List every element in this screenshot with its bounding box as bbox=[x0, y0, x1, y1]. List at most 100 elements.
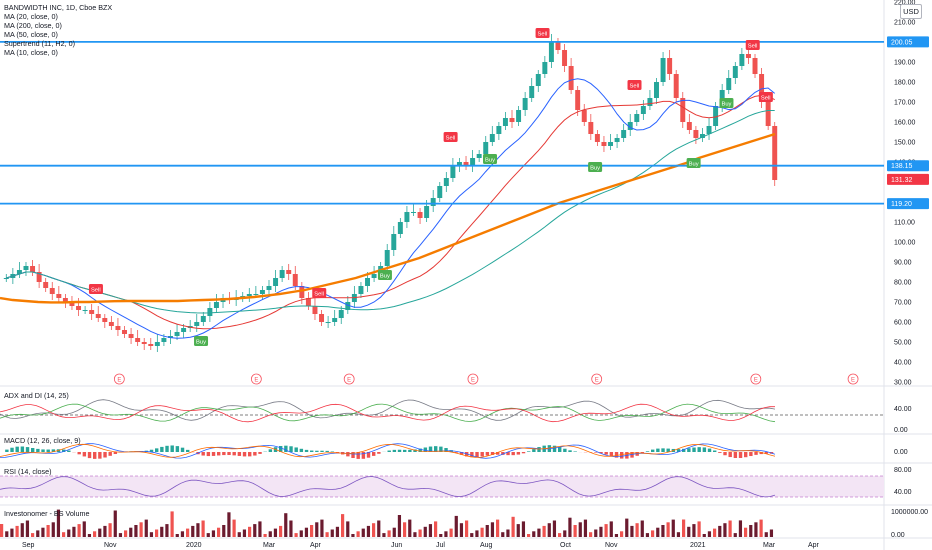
volume-bar bbox=[268, 531, 272, 537]
volume-bar bbox=[506, 529, 510, 537]
volume-bar bbox=[656, 527, 660, 537]
rsi-pane-label[interactable]: RSI (14, close) bbox=[4, 467, 52, 476]
candle-body bbox=[148, 344, 154, 346]
candle-body bbox=[69, 302, 75, 306]
volume-bar bbox=[335, 526, 340, 537]
earnings-label: E bbox=[754, 378, 758, 384]
volume-bar bbox=[51, 522, 55, 537]
y-tick-label: 220.00 bbox=[894, 0, 916, 7]
y-tick-label: 150.00 bbox=[894, 140, 916, 147]
y-tick-label: 110.00 bbox=[894, 220, 915, 227]
y-tick-label: 40.00 bbox=[894, 360, 912, 367]
volume-bar bbox=[341, 514, 345, 537]
sell-signal-label: Sell bbox=[761, 96, 771, 102]
volume-bar bbox=[299, 530, 303, 537]
volume-tick-label: 0.00 bbox=[891, 532, 905, 539]
adx-pane-label[interactable]: ADX and DI (14, 25) bbox=[4, 391, 69, 400]
indicator-ma200-label[interactable]: MA (200, close, 0) bbox=[4, 21, 62, 30]
volume-bar bbox=[651, 530, 655, 537]
macd-histogram-bar bbox=[372, 452, 376, 456]
candle-body bbox=[443, 178, 449, 186]
x-tick-label: 2021 bbox=[690, 542, 706, 549]
indicator-ma20-label[interactable]: MA (20, close, 0) bbox=[4, 12, 58, 21]
candle-body bbox=[371, 274, 377, 278]
x-tick-label: Aug bbox=[480, 542, 493, 549]
buy-signal-label: Buy bbox=[721, 102, 731, 108]
candle-body bbox=[601, 142, 607, 146]
macd-histogram-bar bbox=[749, 452, 753, 457]
earnings-label: E bbox=[254, 378, 258, 384]
volume-bar bbox=[155, 529, 159, 537]
sell-signal-label: Sell bbox=[538, 32, 548, 38]
macd-histogram-bar bbox=[299, 448, 304, 452]
buy-signal-marker bbox=[686, 158, 701, 168]
symbol-title[interactable]: BANDWIDTH INC, 1D, Cboe BZX bbox=[4, 3, 113, 12]
candle-body bbox=[581, 110, 587, 122]
macd-histogram-bar bbox=[170, 445, 174, 452]
volume-bar bbox=[625, 518, 629, 537]
candle-body bbox=[654, 82, 659, 98]
indicator-ma10-label[interactable]: MA (10, close, 0) bbox=[4, 48, 58, 57]
volume-bar bbox=[108, 523, 112, 537]
macd-histogram-bar bbox=[532, 449, 536, 452]
volume-bar bbox=[403, 522, 407, 537]
volume-bar bbox=[459, 523, 464, 537]
candle-body bbox=[286, 270, 292, 274]
earnings-marker bbox=[750, 373, 762, 385]
sell-signal-label: Sell bbox=[446, 136, 456, 142]
indicator-ma50-label[interactable]: MA (50, close, 0) bbox=[4, 30, 58, 39]
macd-histogram-bar bbox=[351, 452, 355, 459]
macd-histogram-bar bbox=[392, 449, 397, 452]
y-tick-label: 100.00 bbox=[894, 240, 916, 247]
volume-bar bbox=[563, 530, 567, 537]
macd-histogram-bar bbox=[227, 452, 231, 456]
volume-bar bbox=[733, 533, 737, 537]
candle-body bbox=[450, 166, 456, 178]
volume-bar bbox=[702, 534, 706, 537]
candle-body bbox=[726, 78, 732, 90]
macd-histogram-bar bbox=[258, 452, 262, 454]
candle-body bbox=[430, 198, 436, 206]
y-tick-label: 80.00 bbox=[894, 280, 912, 287]
volume-bar bbox=[175, 534, 179, 537]
volume-bar bbox=[682, 519, 686, 537]
x-tick-label: Apr bbox=[310, 542, 322, 549]
candle-body bbox=[706, 126, 712, 134]
macd-pane-label[interactable]: MACD (12, 26, close, 9) bbox=[4, 436, 81, 445]
sell-signal-label: Sell bbox=[314, 292, 324, 298]
macd-histogram-bar bbox=[294, 447, 298, 452]
volume-bar bbox=[144, 519, 148, 537]
candle-body bbox=[608, 142, 614, 146]
macd-histogram-bar bbox=[165, 445, 169, 452]
currency-button[interactable]: USD bbox=[900, 4, 922, 19]
volume-bar bbox=[511, 516, 515, 537]
volume-bar bbox=[82, 521, 86, 537]
macd-histogram-bar bbox=[31, 448, 35, 452]
price-label: 119.20 bbox=[891, 201, 912, 208]
volume-bar bbox=[713, 528, 717, 537]
volume-bar bbox=[72, 526, 76, 537]
candle-body bbox=[76, 306, 82, 310]
volume-pane-label[interactable]: Investonomer - BS Volume bbox=[4, 509, 90, 518]
earnings-marker bbox=[591, 373, 603, 385]
macd-histogram-bar bbox=[594, 452, 598, 453]
buy-signal-marker bbox=[377, 270, 392, 280]
macd-histogram-bar bbox=[413, 449, 417, 452]
indicator-supertrend-label[interactable]: Supertrend (11, H2, 0) bbox=[4, 39, 75, 48]
candle-body bbox=[181, 328, 187, 332]
y-tick-label: 50.00 bbox=[894, 340, 912, 347]
candle-body bbox=[621, 130, 627, 138]
volume-tick-label: 1000000.00 bbox=[891, 509, 928, 516]
volume-bar bbox=[201, 520, 205, 537]
volume-bar bbox=[408, 519, 412, 537]
plus-di-line bbox=[0, 403, 776, 423]
candle-body bbox=[424, 206, 430, 218]
candle-body bbox=[575, 90, 581, 110]
macd-histogram-bar bbox=[149, 449, 154, 452]
macd-histogram-bar bbox=[82, 452, 87, 457]
x-tick-label: Sep bbox=[22, 542, 35, 549]
macd-histogram-bar bbox=[320, 450, 324, 452]
earnings-marker bbox=[847, 373, 859, 385]
candle-body bbox=[470, 158, 476, 166]
